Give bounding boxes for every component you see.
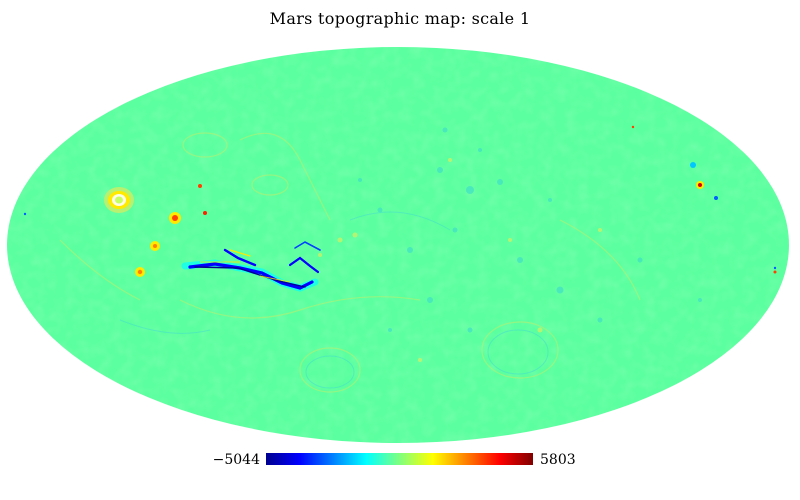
elysium-volcanoes: [690, 162, 718, 200]
map-features: [7, 47, 789, 443]
map-title: Mars topographic map: scale 1: [269, 9, 531, 28]
colorbar-max-label: 5803: [540, 452, 576, 468]
colorbar: [266, 453, 533, 465]
tharsis-volcanoes: [135, 184, 207, 277]
valles-marineris: [181, 241, 321, 292]
olympus-mons: [104, 187, 134, 213]
colorbar-min-label: −5044: [212, 452, 260, 468]
